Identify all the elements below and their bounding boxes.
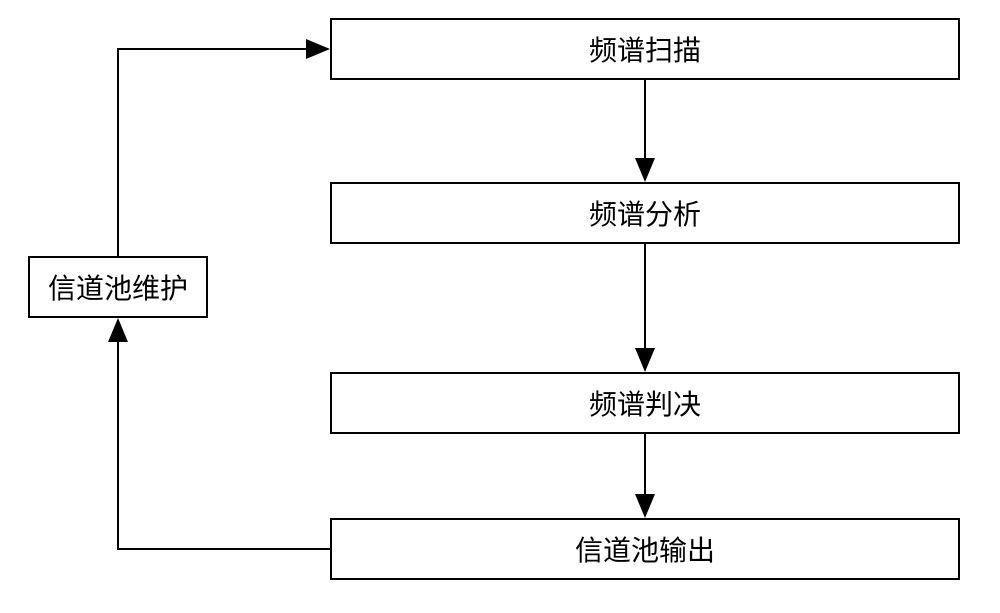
- node-maintain-label: 信道池维护: [48, 267, 188, 307]
- node-analysis-label: 频谱分析: [589, 193, 701, 233]
- node-analysis: 频谱分析: [330, 182, 960, 244]
- edge-maintain-scan: [118, 49, 328, 256]
- node-output: 信道池输出: [330, 518, 960, 580]
- edge-output-maintain: [118, 320, 330, 549]
- node-scan-label: 频谱扫描: [589, 29, 701, 69]
- node-decision: 频谱判决: [330, 372, 960, 434]
- node-output-label: 信道池输出: [575, 529, 715, 569]
- node-maintain: 信道池维护: [28, 256, 208, 318]
- node-decision-label: 频谱判决: [589, 383, 701, 423]
- node-scan: 频谱扫描: [330, 18, 960, 80]
